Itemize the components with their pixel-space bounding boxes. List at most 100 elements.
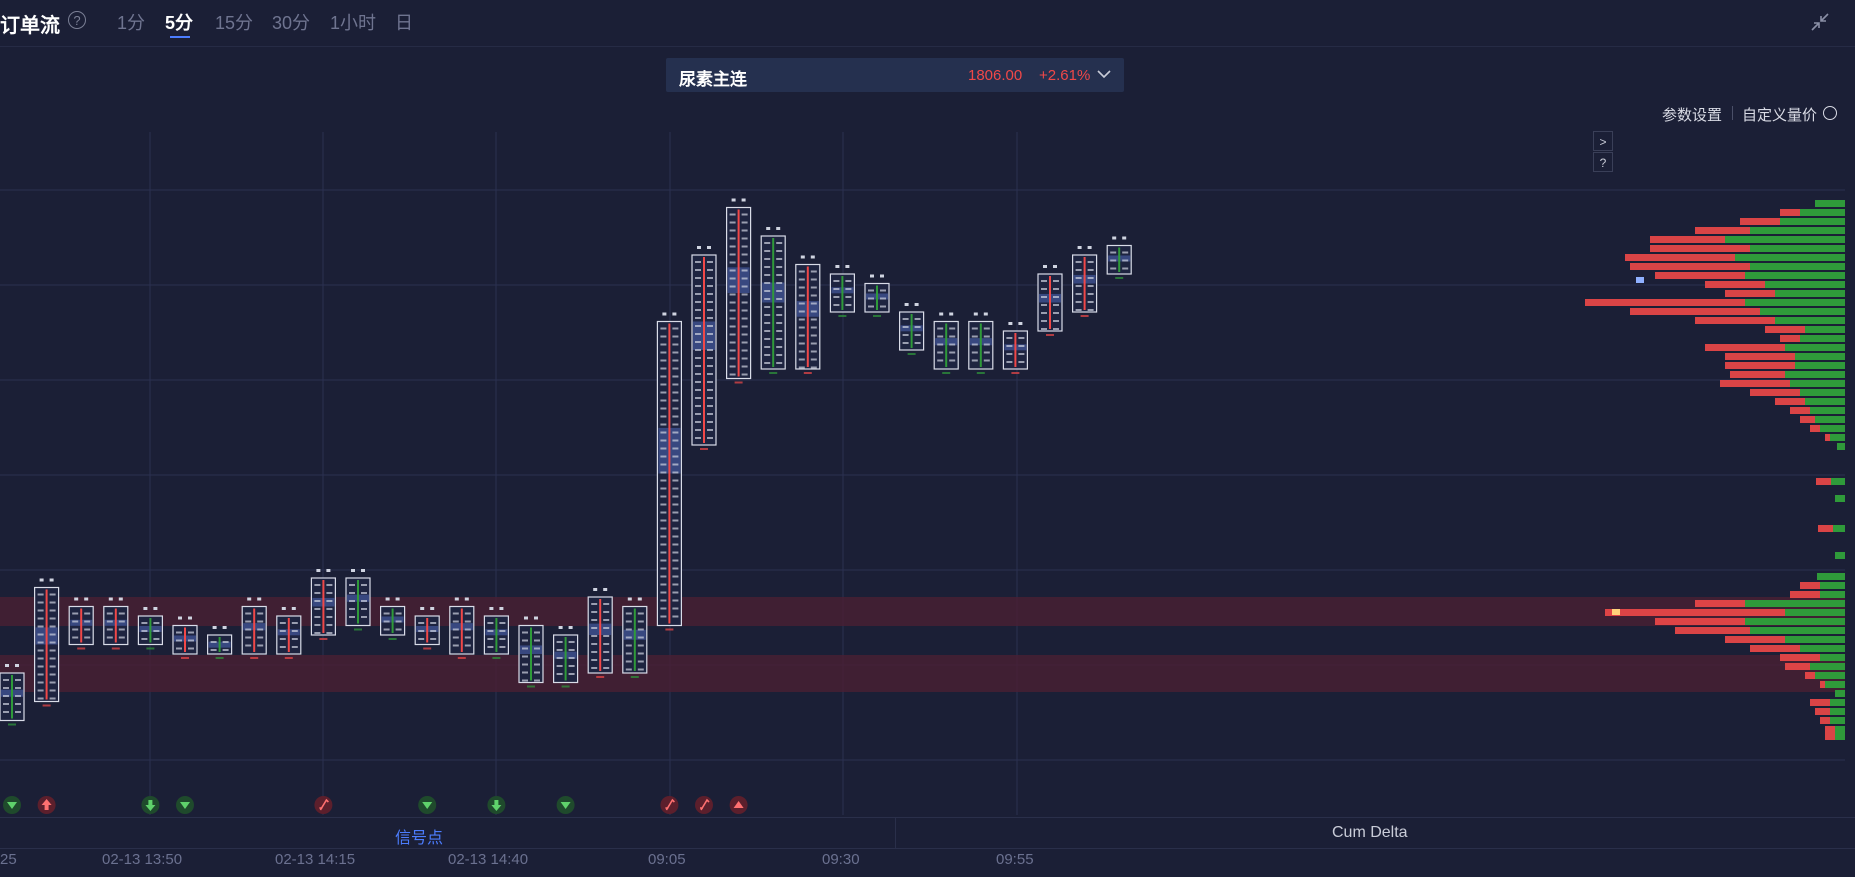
ask-volume-cell	[568, 649, 575, 651]
candle-delta-mark	[769, 372, 778, 374]
bid-volume-cell	[1041, 296, 1047, 298]
symbol-selector[interactable]: 尿素主连 1806.00 +2.61%	[666, 58, 1124, 92]
candle-header-mark	[49, 578, 54, 582]
tab-30min[interactable]: 30分	[272, 13, 311, 33]
candle-header-mark	[672, 312, 677, 316]
candle-header-mark	[1087, 246, 1092, 249]
candle-header-mark	[395, 597, 400, 601]
bid-volume-cell	[660, 519, 667, 522]
settings-button[interactable]: 参数设置	[1662, 107, 1723, 124]
tab-5min[interactable]: 5分	[165, 13, 194, 33]
ask-volume-cell	[914, 326, 921, 328]
volume-profile-buy	[1800, 645, 1845, 652]
bid-volume-cell	[660, 511, 667, 514]
volume-profile-sell	[1725, 636, 1785, 643]
volume-profile-sell	[1585, 299, 1745, 306]
ask-volume-cell	[672, 391, 679, 394]
volume-profile-buy	[1745, 600, 1845, 607]
ask-volume-cell	[49, 593, 56, 596]
ask-volume-cell	[741, 341, 748, 344]
ask-volume-cell	[707, 325, 713, 327]
tab-signals[interactable]: 信号点	[395, 830, 444, 847]
info-circle-icon[interactable]	[1823, 106, 1837, 120]
ask-volume-cell	[810, 294, 817, 297]
bid-volume-cell	[176, 639, 182, 642]
ask-volume-cell	[1018, 345, 1025, 347]
volume-profile-sell	[1790, 591, 1820, 598]
bid-volume-cell	[695, 261, 701, 263]
bid-volume-cell	[695, 437, 701, 439]
bid-volume-cell	[1075, 261, 1082, 263]
volume-profile-buy	[1820, 582, 1845, 589]
volume-profile-buy	[1750, 227, 1845, 234]
ask-volume-cell	[49, 689, 56, 692]
bid-volume-cell	[1075, 277, 1082, 279]
ask-volume-cell	[776, 354, 783, 356]
candle-header-mark	[1053, 265, 1057, 268]
bid-volume-cell	[660, 463, 667, 466]
tab-1hour[interactable]: 1小时	[330, 13, 377, 33]
tab-day[interactable]: 日	[395, 13, 413, 33]
tab-1min[interactable]: 1分	[117, 13, 146, 33]
tab-cum-delta[interactable]: Cum Delta	[1332, 824, 1408, 841]
current-price-marker	[1636, 277, 1644, 283]
custom-price-button[interactable]: 自定义量价	[1742, 107, 1818, 124]
ask-volume-cell	[603, 667, 610, 669]
signal-down-arrow-icon	[145, 800, 156, 811]
ask-volume-cell	[707, 421, 713, 423]
ask-volume-cell	[741, 317, 748, 320]
candle-header-mark	[939, 312, 944, 316]
bid-volume-cell	[695, 365, 701, 367]
chevron-down-icon[interactable]	[1096, 67, 1112, 81]
expand-panel-button[interactable]: >	[1593, 131, 1613, 151]
candle-delta-mark	[215, 657, 224, 659]
candle-delta-mark	[146, 647, 155, 650]
ask-volume-cell	[983, 359, 990, 362]
volume-profile-sell	[1650, 245, 1750, 252]
bid-volume-cell	[522, 639, 528, 642]
volume-profile-buy	[1835, 552, 1845, 559]
collapse-arrows-icon[interactable]	[1810, 12, 1830, 32]
bid-volume-cell	[383, 628, 390, 631]
volume-profile-buy	[1725, 236, 1845, 243]
bid-volume-cell	[1110, 251, 1117, 254]
ask-volume-cell	[15, 679, 21, 681]
candle-header-mark	[178, 616, 182, 620]
ask-volume-cell	[1053, 320, 1059, 322]
ask-volume-cell	[707, 317, 713, 319]
ask-volume-cell	[707, 301, 713, 303]
ask-volume-cell	[672, 551, 679, 554]
ask-volume-cell	[672, 615, 679, 618]
bid-volume-cell	[1006, 353, 1013, 355]
ask-volume-cell	[672, 375, 679, 378]
bid-volume-cell	[868, 305, 874, 308]
bid-volume-cell	[1110, 259, 1117, 262]
candle-header-mark	[973, 312, 978, 316]
bid-volume-cell	[522, 679, 528, 682]
volume-profile-sell	[1695, 227, 1750, 234]
ask-volume-cell	[810, 302, 817, 305]
bid-volume-cell	[729, 261, 736, 264]
ask-volume-cell	[84, 628, 91, 631]
volume-profile-sell	[1750, 645, 1800, 652]
bid-volume-cell	[798, 358, 805, 361]
tab-15min[interactable]: 15分	[215, 13, 254, 33]
volume-profile-sell	[1655, 272, 1745, 279]
chart-help-button[interactable]: ?	[1593, 152, 1613, 172]
bid-volume-cell	[660, 535, 667, 538]
bid-volume-cell	[729, 253, 736, 256]
ask-volume-cell	[499, 630, 506, 632]
question-circle-icon[interactable]: ?	[68, 11, 86, 29]
bid-volume-cell	[1006, 337, 1013, 339]
bid-volume-cell	[3, 687, 9, 689]
ask-volume-cell	[257, 628, 264, 631]
ask-volume-cell	[707, 293, 713, 295]
candle-delta-mark	[42, 704, 51, 707]
bid-volume-cell	[522, 631, 528, 634]
bid-volume-cell	[971, 335, 978, 338]
ask-volume-cell	[49, 649, 56, 652]
candle-delta-mark	[319, 638, 328, 640]
bid-volume-cell	[660, 415, 667, 418]
ask-volume-cell	[776, 250, 783, 252]
